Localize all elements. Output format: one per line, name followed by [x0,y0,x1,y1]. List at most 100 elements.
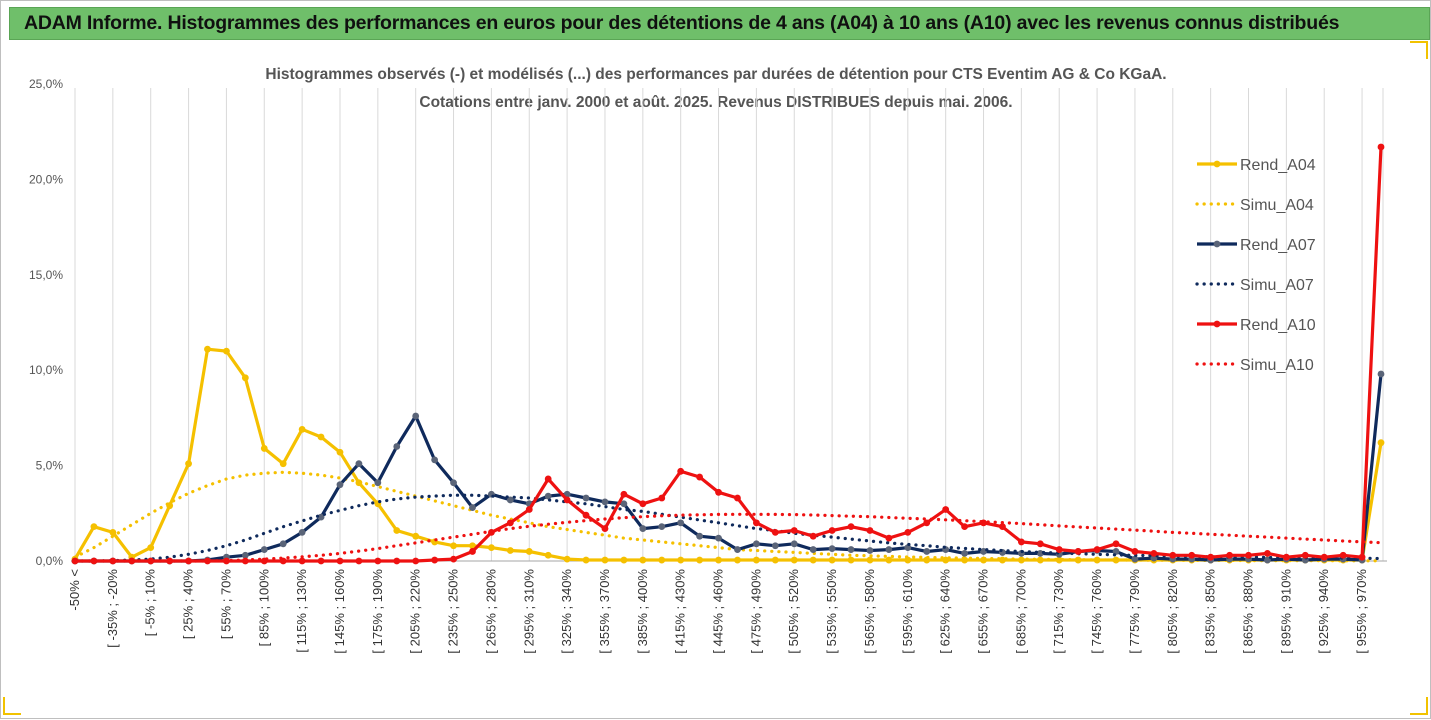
data-point [1377,439,1385,447]
data-point [620,556,628,564]
data-point [1320,553,1328,561]
x-tick-label: [ 295% ; 310% [521,569,536,654]
data-point [506,496,514,504]
data-point [715,534,722,542]
data-point [412,557,420,565]
chart-title-line2: Cotations entre janv. 2000 et août. 2025… [419,94,1012,111]
x-tick-label: [ 625% ; 640% [938,569,953,654]
data-point [544,551,552,559]
data-point [1264,549,1271,557]
data-point [1112,540,1120,548]
data-point [1131,548,1139,555]
x-tick-label: [ 535% ; 550% [824,569,839,654]
data-point [885,556,893,564]
data-point [696,532,704,540]
data-point [696,556,704,564]
data-point [771,528,779,536]
x-tick-label: [ 325% ; 340% [559,569,574,654]
data-point [923,519,931,527]
data-point [847,523,855,531]
data-point [1017,538,1025,546]
data-point [1131,555,1139,563]
legend-item-Simu_A10: Simu_A10 [1195,357,1314,374]
data-point [1245,551,1252,559]
data-point [1301,551,1309,559]
data-point [790,527,798,534]
data-point [734,546,741,553]
legend-label: Rend_A04 [1240,157,1316,174]
y-tick-label: 0,0% [36,554,64,568]
data-point [677,467,685,475]
data-point [336,481,344,489]
data-point [1377,370,1385,378]
frame-corner-bottom-left [3,697,21,715]
legend-item-Rend_A07: Rend_A07 [1197,237,1316,254]
x-tick-label: [ 235% ; 250% [446,569,461,654]
data-point [185,460,192,468]
data-point [639,500,647,508]
data-point [506,519,514,527]
legend-marker [1213,160,1221,168]
x-tick-label: [ 925% ; 940% [1316,569,1331,654]
legend-item-Rend_A04: Rend_A04 [1197,157,1316,174]
x-tick-label: [ 385% ; 400% [635,569,650,654]
data-point [204,345,211,353]
x-tick-label: [ 805% ; 820% [1165,569,1180,654]
data-point [317,433,325,441]
data-point [1282,553,1290,561]
data-point [771,556,779,564]
y-tick-label: 25,0% [29,77,63,91]
x-tick-label: [ 265% ; 280% [483,569,498,654]
legend-item-Rend_A10: Rend_A10 [1197,317,1316,334]
data-point [658,494,666,502]
data-point [734,494,741,502]
data-point [942,506,950,513]
series-Simu_A07 [73,493,1383,563]
axis-layer: 0,0% 5,0% 10,0% 15,0% 20,0% 25,0% -50% < [ -35%… [29,77,1387,654]
data-point [317,557,325,565]
data-point [544,475,552,483]
data-point [1207,553,1215,561]
data-point [488,544,495,552]
data-point [923,548,931,555]
data-point [469,504,476,511]
data-point [752,540,760,548]
data-point [469,542,476,550]
data-point [1377,143,1385,151]
data-point [109,557,117,565]
data-point [1036,540,1044,548]
x-tick-label: [ 685% ; 700% [1013,569,1028,654]
data-point [469,548,476,555]
data-point [393,527,401,534]
data-point [166,557,174,565]
data-point [696,473,704,481]
data-point [317,513,325,521]
data-point [525,548,533,555]
data-point [790,556,798,564]
frame-corner-top-right [1410,41,1428,59]
data-point [620,500,628,508]
legend-label: Simu_A10 [1240,357,1314,374]
x-tick-label: [ 565% ; 580% [862,569,877,654]
data-point [431,556,439,564]
x-tick-label: [ -5% ; 10% [143,569,158,637]
grid-layer [74,88,1384,561]
series-line [73,347,1383,562]
data-point [866,547,874,554]
x-tick-label: [ 865% ; 880% [1241,569,1256,654]
y-tick-label: 15,0% [29,268,63,282]
x-tick-label: [ 145% ; 160% [332,569,347,654]
data-point [828,556,836,564]
data-point [1093,546,1101,553]
data-point [450,542,457,550]
data-point [752,556,760,564]
data-point [1226,551,1233,559]
data-point [90,523,98,531]
data-point [847,556,855,564]
data-point [1055,546,1063,553]
data-point [393,443,401,450]
data-point [677,519,685,527]
data-point [279,460,287,468]
y-tick-label: 5,0% [36,459,64,473]
